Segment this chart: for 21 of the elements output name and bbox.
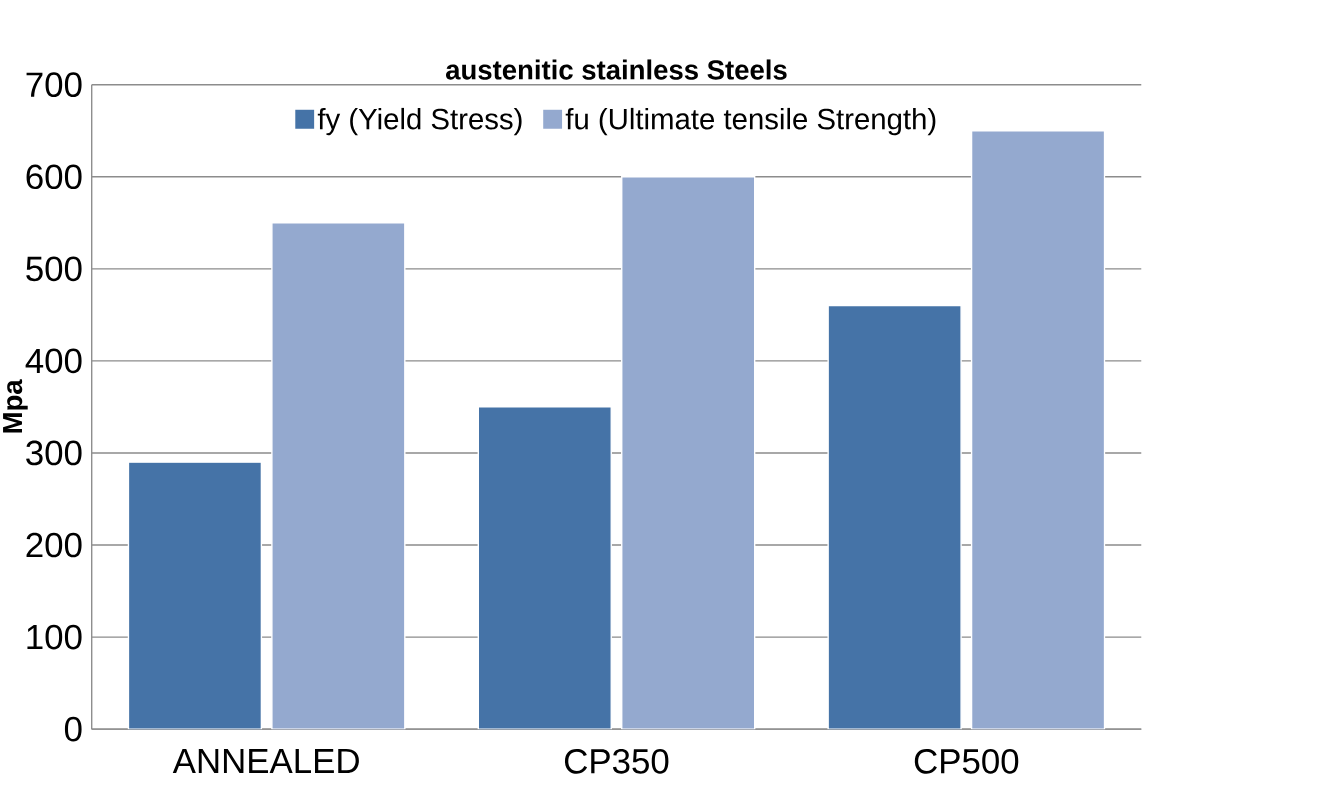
legend-label: fy (Yield Stress)	[317, 108, 522, 136]
y-tick-label: 400	[25, 348, 82, 374]
y-tick-label: 600	[26, 164, 82, 190]
bar	[271, 222, 405, 730]
legend-label: fu (Ultimate tensile Strength)	[565, 108, 936, 136]
y-tick-label: 300	[26, 440, 82, 466]
x-tick-label: ANNEALED	[172, 749, 359, 774]
bar	[970, 130, 1106, 730]
bar	[128, 462, 262, 730]
x-tick-label: CP350	[564, 749, 669, 774]
y-tick-label: 700	[26, 72, 82, 98]
y-axis-title: Mpa	[3, 379, 28, 433]
bar	[478, 407, 612, 730]
y-tick-label: 0	[64, 716, 82, 742]
chart-title: austenitic stainless Steels	[446, 59, 787, 80]
y-tick-label: 500	[26, 256, 82, 282]
bar	[827, 305, 962, 730]
x-tick-label: CP500	[914, 749, 1019, 774]
y-tick-label: 200	[26, 532, 82, 558]
bar	[621, 176, 755, 730]
y-tick-label: 100	[27, 624, 82, 650]
